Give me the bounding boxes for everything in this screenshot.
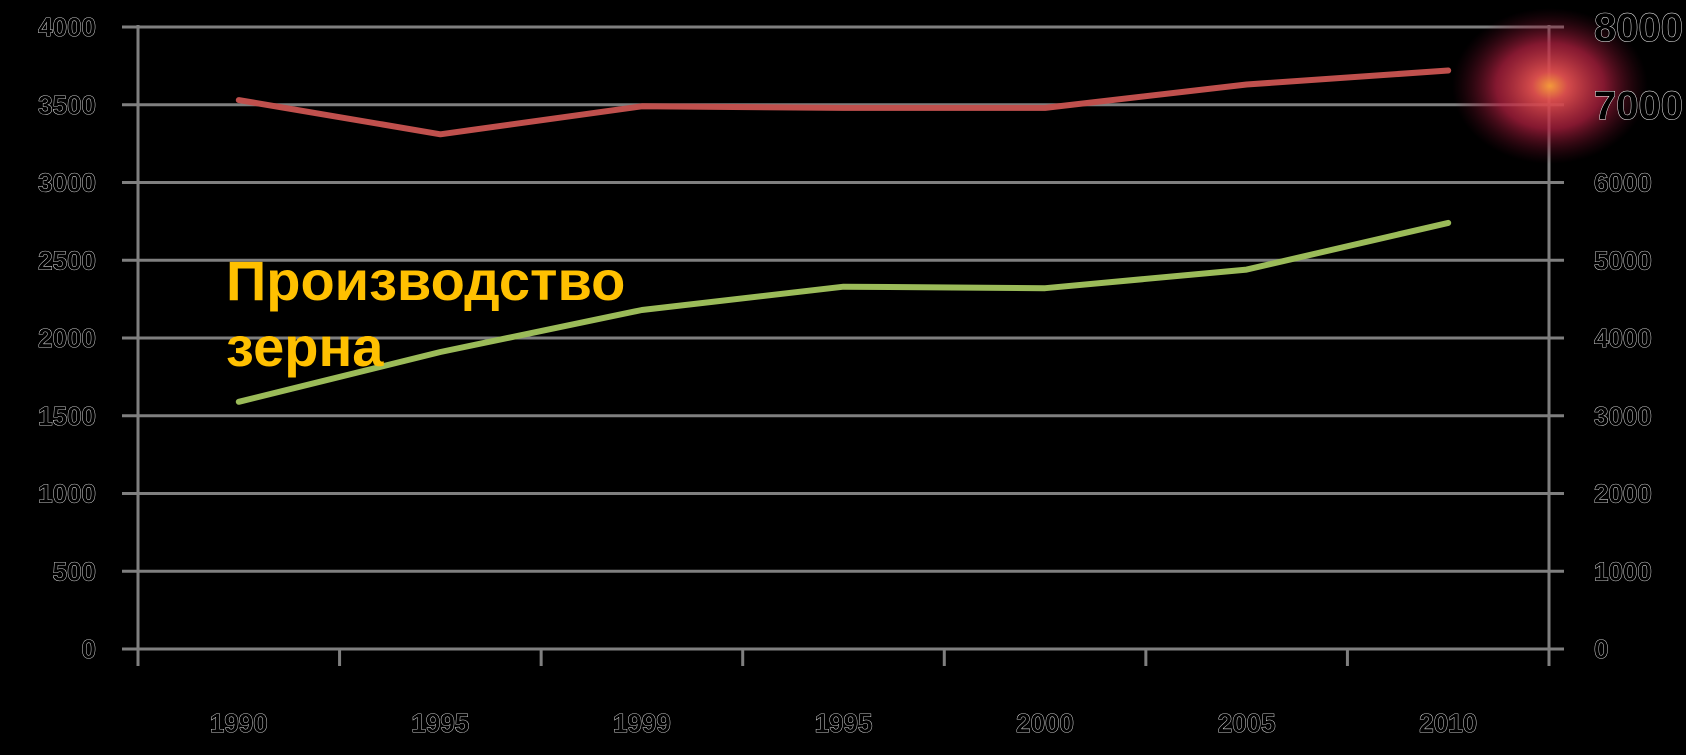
x-tick-label-5: 2005 bbox=[1218, 708, 1276, 738]
right-tick-label-5: 5000 bbox=[1594, 245, 1652, 275]
x-tick-label-3: 1995 bbox=[815, 708, 873, 738]
tick-labels: 0 500 1000 1500 2000 2500 3000 3500 4000 0 1000 200… bbox=[38, 6, 1684, 739]
x-tick-label-1: 1995 bbox=[411, 708, 469, 738]
left-tick-label-6: 3000 bbox=[38, 168, 96, 198]
right-tick-label-6: 6000 bbox=[1594, 168, 1652, 198]
right-tick-label-8: 8000 bbox=[1594, 6, 1683, 50]
right-tick-label-3: 3000 bbox=[1594, 401, 1652, 431]
series-0-point-5 bbox=[1245, 83, 1249, 87]
highlight-glow bbox=[1452, 8, 1648, 164]
series-0-point-6 bbox=[1446, 69, 1450, 73]
left-tick-label-3: 1500 bbox=[38, 401, 96, 431]
annotation-line-2: зерна bbox=[226, 315, 384, 378]
left-tick-label-8: 4000 bbox=[38, 12, 96, 42]
left-tick-label-1: 500 bbox=[53, 556, 96, 586]
x-tick-label-6: 2010 bbox=[1419, 708, 1477, 738]
series-0-point-0 bbox=[237, 98, 241, 102]
right-tick-label-0: 0 bbox=[1594, 634, 1608, 664]
x-tick-label-0: 1990 bbox=[210, 708, 268, 738]
right-tick-label-1: 1000 bbox=[1594, 556, 1652, 586]
series-1-point-0 bbox=[237, 400, 241, 404]
annotation-line-1: Производство bbox=[226, 249, 626, 312]
gridlines bbox=[122, 25, 1564, 651]
series-1-point-5 bbox=[1245, 268, 1249, 272]
left-tick-label-5: 2500 bbox=[38, 245, 96, 275]
left-tick-label-4: 2000 bbox=[38, 323, 96, 353]
series-0-point-4 bbox=[1043, 106, 1047, 110]
right-tick-label-4: 4000 bbox=[1594, 323, 1652, 353]
glow-highlight bbox=[1452, 8, 1648, 164]
right-tick-label-2: 2000 bbox=[1594, 479, 1652, 509]
series-1-point-4 bbox=[1043, 286, 1047, 290]
series-lines bbox=[235, 67, 1452, 405]
series-annotation: Производство зерна bbox=[226, 248, 625, 380]
x-tick-label-2: 1999 bbox=[613, 708, 671, 738]
left-tick-label-7: 3500 bbox=[38, 90, 96, 120]
x-tick-label-4: 2000 bbox=[1016, 708, 1074, 738]
series-1-point-6 bbox=[1446, 221, 1450, 225]
series-line-0 bbox=[235, 67, 1452, 138]
series-1-point-2 bbox=[640, 308, 644, 312]
series-0-point-2 bbox=[640, 104, 644, 108]
left-tick-label-2: 1000 bbox=[38, 479, 96, 509]
left-tick-label-0: 0 bbox=[82, 634, 96, 664]
series-1-point-1 bbox=[438, 350, 442, 354]
series-0-point-1 bbox=[438, 132, 442, 136]
series-1-point-3 bbox=[842, 285, 845, 289]
right-tick-label-7: 7000 bbox=[1594, 84, 1683, 128]
series-0-point-3 bbox=[842, 106, 845, 110]
